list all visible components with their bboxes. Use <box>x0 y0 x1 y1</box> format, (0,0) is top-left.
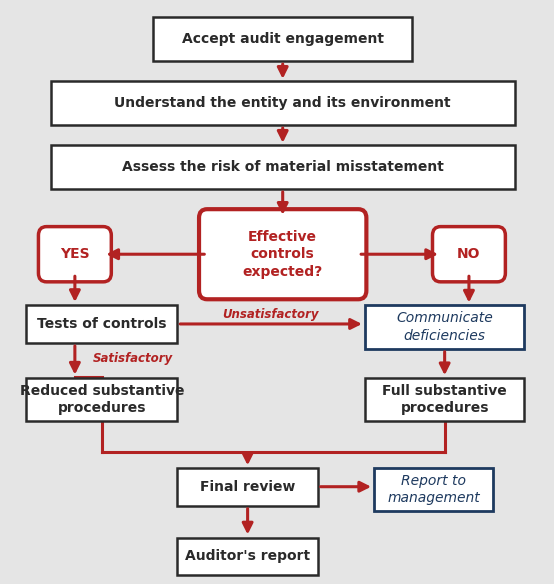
FancyBboxPatch shape <box>153 18 412 61</box>
Text: Assess the risk of material misstatement: Assess the risk of material misstatement <box>122 160 444 174</box>
FancyBboxPatch shape <box>365 305 524 349</box>
Text: Auditor's report: Auditor's report <box>185 550 310 564</box>
FancyBboxPatch shape <box>26 305 177 343</box>
Text: Full substantive
procedures: Full substantive procedures <box>382 384 507 415</box>
Text: Satisfactory: Satisfactory <box>93 352 173 366</box>
FancyBboxPatch shape <box>433 227 505 282</box>
Text: YES: YES <box>60 247 90 261</box>
FancyBboxPatch shape <box>177 468 318 506</box>
Text: Report to
management: Report to management <box>387 474 480 505</box>
Text: Tests of controls: Tests of controls <box>37 317 167 331</box>
Text: Understand the entity and its environment: Understand the entity and its environmen… <box>114 96 451 110</box>
Text: Effective
controls
expected?: Effective controls expected? <box>243 230 323 279</box>
Text: Unsatisfactory: Unsatisfactory <box>223 308 319 321</box>
FancyBboxPatch shape <box>38 227 111 282</box>
FancyBboxPatch shape <box>26 378 177 421</box>
FancyBboxPatch shape <box>50 81 515 125</box>
FancyBboxPatch shape <box>375 468 493 512</box>
FancyBboxPatch shape <box>177 537 318 575</box>
FancyBboxPatch shape <box>50 145 515 189</box>
Text: Final review: Final review <box>200 479 295 493</box>
Text: Accept audit engagement: Accept audit engagement <box>182 32 384 46</box>
FancyBboxPatch shape <box>199 209 366 299</box>
FancyBboxPatch shape <box>365 378 524 421</box>
Text: Communicate
deficiencies: Communicate deficiencies <box>396 311 493 343</box>
Text: Reduced substantive
procedures: Reduced substantive procedures <box>19 384 184 415</box>
Text: NO: NO <box>457 247 481 261</box>
